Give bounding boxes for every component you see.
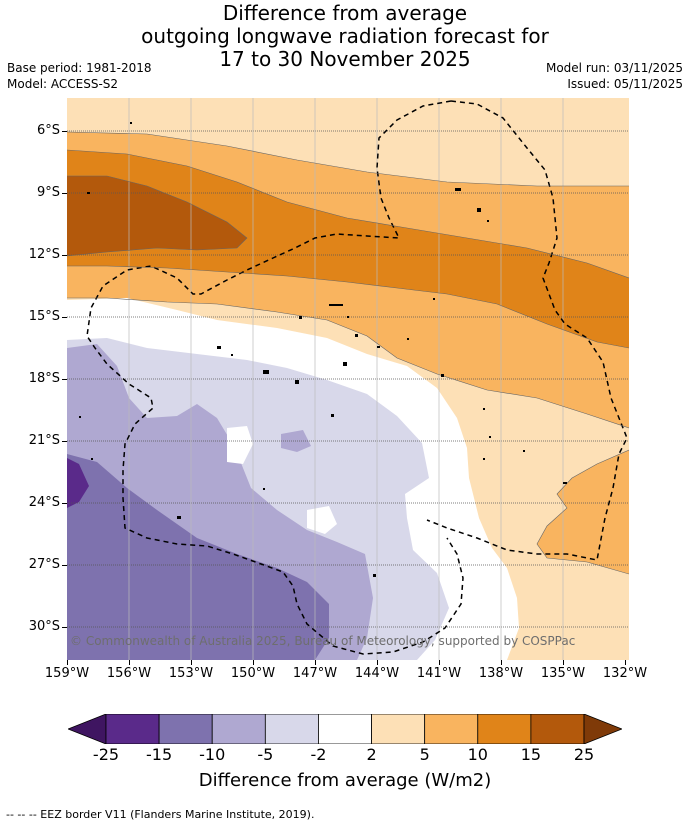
band-minus-10-15 (67, 454, 329, 660)
eez-footnote: -- -- -- EEZ border V11 (Flanders Marine… (6, 808, 315, 821)
lon-label: 138°W (478, 666, 524, 681)
lon-label: 153°W (168, 666, 214, 681)
lon-tick (253, 660, 254, 665)
issued-date: Issued: 05/11/2025 (567, 77, 683, 91)
lat-label: 30°S (28, 619, 60, 634)
lon-label: 147°W (292, 666, 338, 681)
lon-tick (191, 660, 192, 665)
eez-borders (86, 100, 628, 655)
colorbar-tick-label: 5 (419, 745, 430, 764)
colorbar-cell (318, 714, 372, 744)
colorbar-cell (264, 714, 319, 744)
colorbar-tick-label: 2 (366, 745, 377, 764)
title-line-2: outgoing longwave radiation forecast for (141, 24, 549, 48)
lon-tick (625, 660, 626, 665)
lat-label: 27°S (28, 557, 60, 572)
colorbar (68, 714, 622, 744)
lon-label: 141°W (416, 666, 462, 681)
lon-tick (315, 660, 316, 665)
colorbar-tick-label: 10 (467, 745, 488, 764)
lat-label: 24°S (28, 495, 60, 510)
title-line-3: 17 to 30 November 2025 (219, 47, 471, 71)
lon-label: 156°W (106, 666, 152, 681)
colorbar-label: Difference from average (W/m2) (198, 770, 492, 791)
colorbar-tick-label: -25 (92, 745, 120, 764)
lon-tick (563, 660, 564, 665)
islands (79, 122, 567, 577)
neutral-patch-2 (307, 506, 337, 534)
map-svg (67, 98, 629, 660)
colorbar-cell (424, 714, 479, 744)
colorbar-tick-label: 25 (573, 745, 595, 764)
lon-tick (501, 660, 502, 665)
lat-label: 21°S (28, 433, 60, 448)
lon-label: 135°W (540, 666, 586, 681)
colorbar-tick-label: -10 (199, 745, 226, 764)
lon-tick (439, 660, 440, 665)
band-10-15 (67, 150, 629, 348)
lat-label: 12°S (28, 247, 60, 262)
colorbar-tick-label: -15 (146, 745, 173, 764)
lat-tick (62, 131, 67, 132)
colorbar-cell (371, 714, 426, 744)
grid-lines (67, 98, 629, 660)
colorbar-extend-high (583, 714, 622, 744)
lat-tick (62, 379, 67, 380)
model-name: Model: ACCESS-S2 (7, 77, 119, 91)
lon-tick (377, 660, 378, 665)
colorbar-cell (211, 714, 266, 744)
copyright-notice: © Commonwealth of Australia 2025, Bureau… (70, 634, 576, 648)
colorbar-tick-label: -2 (310, 745, 327, 764)
model-run: Model run: 03/11/2025 (545, 61, 683, 75)
lat-tick (62, 627, 67, 628)
lat-label: 6°S (36, 123, 60, 138)
lat-tick (62, 503, 67, 504)
base-period: Base period: 1981-2018 (7, 61, 152, 75)
contour-lines (67, 131, 629, 575)
lat-label: 9°S (36, 185, 60, 200)
colorbar-cell (530, 714, 585, 744)
lat-tick (62, 565, 67, 566)
lat-tick (62, 193, 67, 194)
meta-left: Base period: 1981-2018 Model: ACCESS-S2 (7, 60, 152, 92)
colorbar-tick-label: -5 (257, 745, 274, 764)
lon-label: 144°W (354, 666, 400, 681)
colorbar-cell (105, 714, 160, 744)
band-5-10-southeast (537, 450, 629, 574)
band-15-25 (67, 176, 247, 256)
chart-title: Difference from average outgoing longwav… (0, 2, 690, 71)
lat-tick (62, 317, 67, 318)
colorbar-tick-label: 15 (520, 745, 542, 764)
title-line-1: Difference from average (222, 1, 468, 25)
olr-anomaly-map (67, 98, 629, 660)
lat-tick (62, 255, 67, 256)
lon-tick (67, 660, 68, 665)
lat-label: 18°S (28, 371, 60, 386)
band-minus-15-25 (67, 458, 89, 508)
colorbar-cell (158, 714, 213, 744)
lat-label: 15°S (28, 309, 60, 324)
lon-tick (129, 660, 130, 665)
lon-label: 159°W (44, 666, 90, 681)
meta-right: Model run: 03/11/2025 Issued: 05/11/2025 (546, 60, 683, 92)
lon-label: 150°W (230, 666, 276, 681)
lon-label: 132°W (602, 666, 648, 681)
neutral-patch (227, 426, 253, 464)
colorbar-cell (477, 714, 532, 744)
lat-tick (62, 441, 67, 442)
colorbar-extend-low (68, 714, 107, 744)
